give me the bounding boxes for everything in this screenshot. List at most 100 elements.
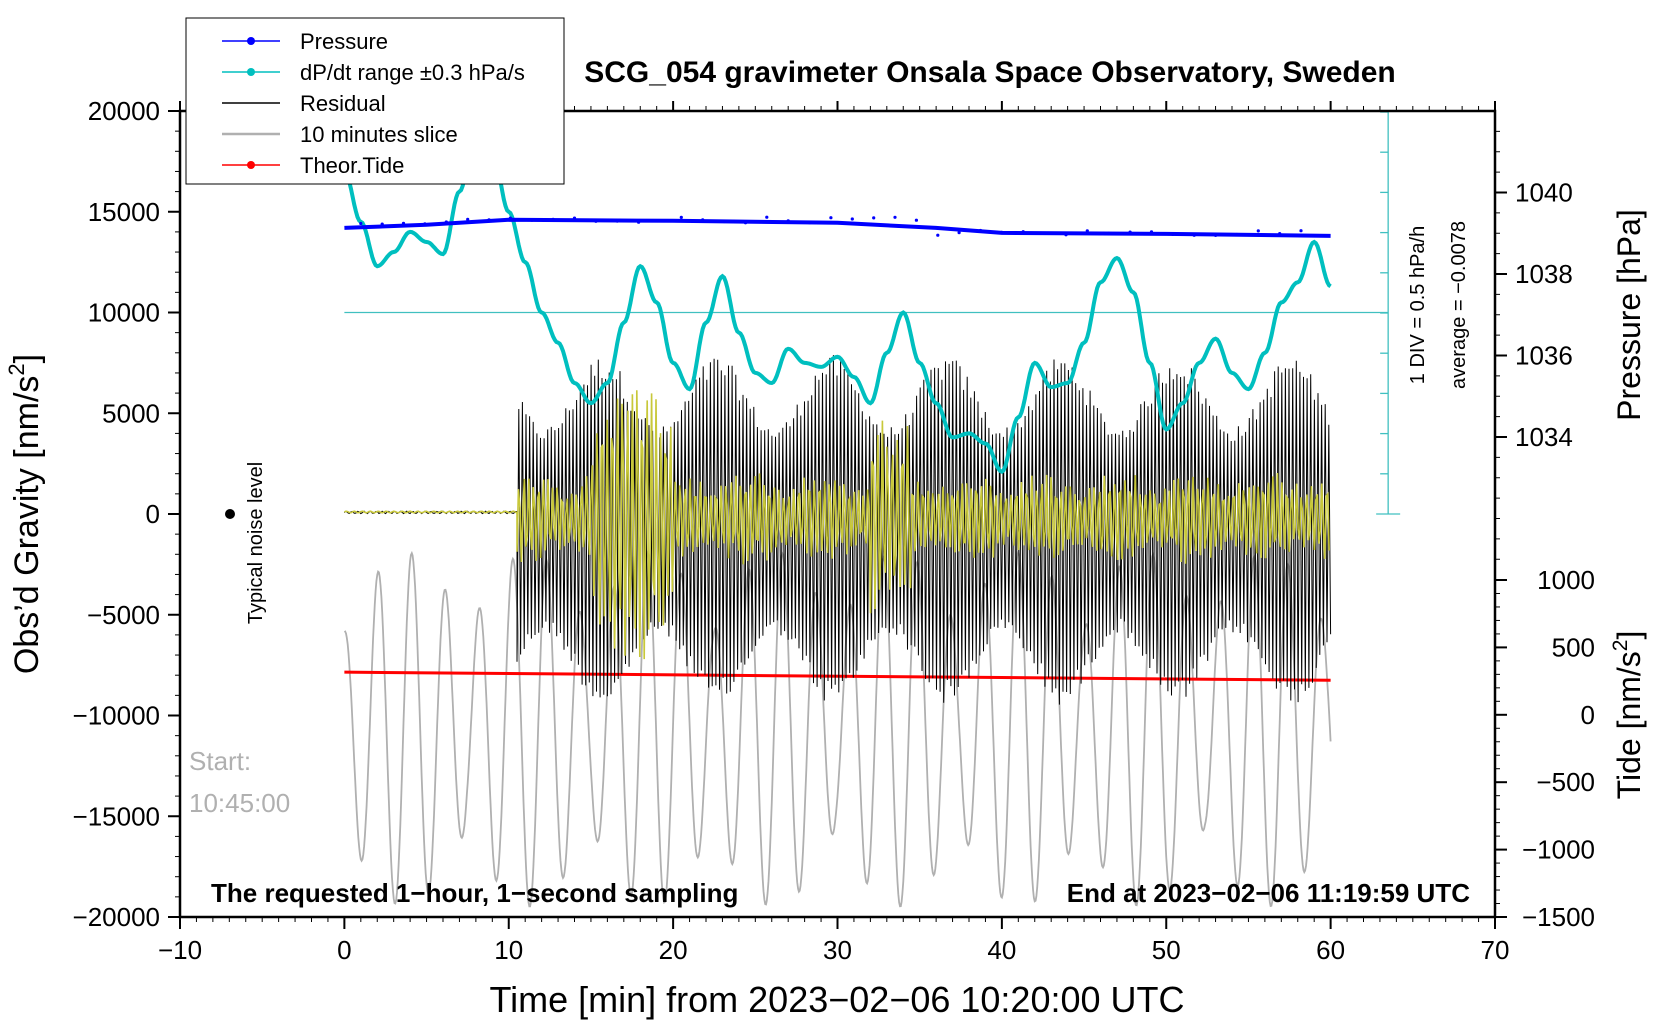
pressure-point	[936, 233, 940, 237]
series-dpdt	[343, 129, 1332, 475]
y-tick-label: 10000	[88, 298, 160, 328]
pressure-point	[978, 228, 983, 233]
pressure-point	[508, 216, 512, 220]
pressure-point	[380, 222, 384, 226]
tide-tick-label: −500	[1536, 767, 1595, 797]
y-axis-label-tide-text: Tide [nm/s	[1611, 651, 1647, 799]
pressure-point	[551, 217, 555, 221]
pressure-point	[487, 218, 491, 222]
pressure-point	[808, 221, 812, 225]
legend-marker	[247, 68, 255, 76]
y-axis-label-left-sup: 2	[4, 363, 29, 375]
pressure-point	[1171, 232, 1175, 236]
series-pressure	[344, 217, 1331, 238]
pressure-point	[1107, 231, 1111, 235]
y-tick-label: −10000	[73, 701, 160, 731]
pressure-point	[893, 215, 897, 219]
pressure-point	[722, 219, 726, 224]
chart-title: SCG_054 gravimeter Onsala Space Observat…	[584, 56, 1396, 89]
pressure-point	[701, 218, 705, 222]
sampling-note: The requested 1−hour, 1−second sampling	[211, 878, 738, 908]
tide-tick-label: 0	[1581, 700, 1595, 730]
series-10-minutes-slice	[343, 549, 1332, 908]
noise-level-marker	[225, 509, 235, 519]
pressure-point	[1149, 230, 1154, 234]
pressure-point	[658, 219, 662, 223]
pressure-point	[872, 216, 876, 220]
y-tick-label: 5000	[102, 398, 160, 428]
series-theor-tide	[344, 670, 1331, 682]
pressure-tick-label: 1034	[1515, 422, 1573, 452]
dpdt-scale-div: 1 DIV = 0.5 hPa/h	[1407, 226, 1429, 384]
series-residual	[344, 355, 1332, 705]
pressure-point	[1214, 233, 1218, 237]
legend-marker	[247, 161, 255, 169]
x-tick-label: 50	[1152, 935, 1181, 965]
pressure-point	[1085, 229, 1089, 233]
y-axis-label-left-text: Obs’d Gravity [nm/s	[8, 376, 46, 675]
pressure-point	[1278, 232, 1282, 236]
y-axis-label-left: Obs’d Gravity [nm/s2]	[4, 354, 46, 674]
legend-label: Residual	[300, 91, 386, 116]
pressure-point	[786, 219, 790, 223]
y-tick-label: −15000	[73, 801, 160, 831]
x-tick-label: 20	[659, 935, 688, 965]
x-tick-label: −10	[158, 935, 202, 965]
pressure-point	[444, 220, 448, 224]
pressure-point	[957, 231, 961, 235]
x-tick-label: 70	[1481, 935, 1510, 965]
legend: Pressure dP/dt range ±0.3 hPa/s Residual 10…	[185, 17, 565, 185]
y-axis-label-tide: Tide [nm/s2]	[1609, 631, 1647, 800]
y-axis-label-tide-close: ]	[1611, 631, 1647, 640]
pressure-point	[1000, 230, 1004, 234]
pressure-point	[679, 215, 683, 219]
legend-label: Pressure	[300, 29, 388, 54]
x-tick-label: 40	[987, 935, 1016, 965]
y-tick-label: 20000	[88, 96, 160, 126]
y-tick-label: −5000	[87, 600, 160, 630]
end-time-note: End at 2023−02−06 11:19:59 UTC	[1067, 878, 1470, 908]
legend-label: 10 minutes slice	[300, 122, 458, 147]
pressure-point	[594, 219, 598, 223]
tide-tick-label: 500	[1552, 632, 1595, 662]
pressure-point	[1256, 229, 1260, 233]
x-tick-label: 10	[494, 935, 523, 965]
legend-marker	[247, 37, 255, 45]
pressure-point	[1064, 233, 1068, 237]
y-axis-label-left-close: ]	[8, 354, 46, 363]
pressure-point	[914, 218, 919, 222]
y-axis-label-tide-sup: 2	[1609, 640, 1632, 652]
start-label: Start:	[189, 746, 251, 776]
dpdt-average: average = −0.0078	[1448, 221, 1470, 389]
x-tick-label: 30	[823, 935, 852, 965]
pressure-point	[1192, 233, 1196, 237]
pressure-point	[1128, 230, 1132, 234]
pressure-point	[572, 216, 577, 220]
pressure-point	[359, 221, 363, 226]
tide-tick-label: 1000	[1537, 565, 1595, 595]
pressure-point	[850, 217, 854, 221]
pressure-point	[401, 221, 406, 225]
start-time: 10:45:00	[189, 788, 290, 818]
pressure-point	[1043, 231, 1047, 235]
x-tick-label: 60	[1316, 935, 1345, 965]
pressure-point	[466, 217, 470, 221]
pressure-point	[615, 219, 619, 223]
y-tick-label: −20000	[73, 902, 160, 932]
pressure-tick-label: 1040	[1515, 178, 1573, 208]
pressure-point	[765, 215, 769, 219]
legend-label: dP/dt range ±0.3 hPa/s	[300, 60, 525, 85]
y-axis-label-pressure: Pressure [hPa]	[1611, 209, 1647, 421]
pressure-tick-label: 1036	[1515, 341, 1573, 371]
legend-label: Theor.Tide	[300, 153, 404, 178]
pressure-point	[1299, 229, 1303, 233]
x-tick-label: 0	[337, 935, 351, 965]
tide-tick-label: −1500	[1522, 902, 1595, 932]
tide-tick-label: −1000	[1522, 835, 1595, 865]
pressure-point	[530, 218, 534, 222]
series-filtered-residual	[344, 390, 1330, 660]
pressure-point	[1320, 234, 1324, 238]
pressure-point	[1235, 232, 1239, 237]
pressure-point	[637, 220, 641, 224]
